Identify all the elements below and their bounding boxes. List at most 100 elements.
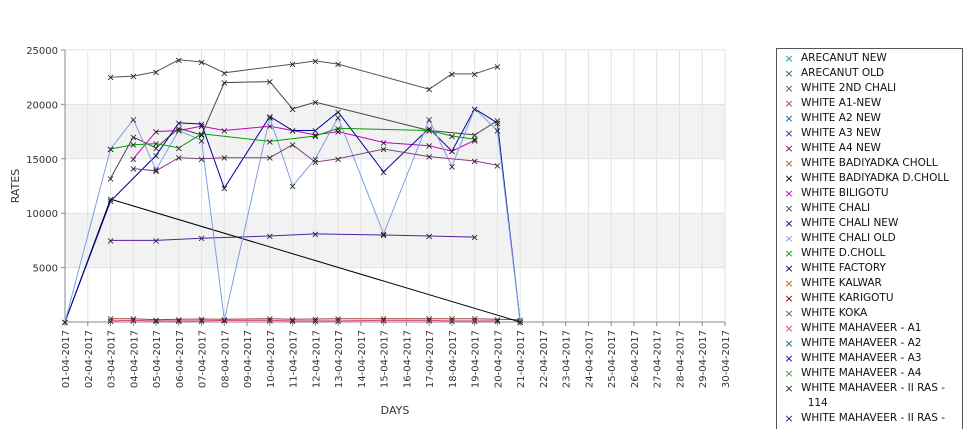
legend-item: × ARECANUT OLD bbox=[777, 66, 962, 81]
data-point-marker: × bbox=[288, 126, 296, 137]
data-point-marker: × bbox=[106, 236, 114, 247]
data-point-marker: × bbox=[379, 230, 387, 241]
x-tick-label: 19-04-2017 bbox=[471, 330, 482, 388]
data-point-marker: × bbox=[493, 316, 501, 327]
data-point-marker: × bbox=[220, 153, 228, 164]
data-point-marker: × bbox=[288, 60, 296, 71]
series-line bbox=[133, 144, 498, 172]
legend-marker-icon: × bbox=[784, 97, 794, 110]
data-point-marker: × bbox=[175, 153, 183, 164]
data-point-marker: × bbox=[334, 154, 342, 165]
data-point-marker: × bbox=[175, 126, 183, 137]
data-point-marker: × bbox=[152, 143, 160, 154]
x-tick-label: 01-04-2017 bbox=[61, 330, 72, 388]
x-axis-title: DAYS bbox=[381, 404, 410, 417]
data-point-marker: × bbox=[197, 119, 205, 130]
data-point-marker: × bbox=[334, 108, 342, 119]
data-point-marker: × bbox=[448, 314, 456, 325]
legend-label: WHITE MAHAVEER - A2 bbox=[801, 337, 922, 349]
data-point-marker: × bbox=[129, 154, 137, 165]
data-point-marker: × bbox=[493, 116, 501, 127]
legend-label: WHITE BADIYADKA D.CHOLL bbox=[801, 172, 950, 184]
legend-label: WHITE 2ND CHALI bbox=[801, 82, 897, 94]
data-point-marker: × bbox=[425, 115, 433, 126]
data-point-marker: × bbox=[334, 124, 342, 135]
data-point-marker: × bbox=[197, 122, 205, 133]
data-point-marker: × bbox=[266, 77, 274, 88]
legend-marker-icon: × bbox=[784, 382, 794, 395]
legend-label: WHITE KOKA bbox=[801, 307, 868, 319]
data-point-marker: × bbox=[197, 234, 205, 245]
legend-marker-icon: × bbox=[784, 202, 794, 215]
data-point-marker: × bbox=[288, 316, 296, 327]
legend-label: WHITE MAHAVEER - A4 bbox=[801, 367, 922, 379]
data-point-marker: × bbox=[470, 233, 478, 244]
legend-label: WHITE KALWAR bbox=[801, 277, 882, 289]
legend-item: × WHITE CHALI bbox=[777, 201, 962, 216]
data-point-marker: × bbox=[197, 316, 205, 327]
x-tick-label: 14-04-2017 bbox=[357, 330, 368, 388]
series-line bbox=[110, 318, 521, 321]
data-point-marker: × bbox=[175, 118, 183, 129]
y-tick-label: 5000 bbox=[33, 264, 58, 275]
x-tick-label: 16-04-2017 bbox=[402, 330, 413, 388]
data-point-marker: × bbox=[448, 162, 456, 173]
data-point-marker: × bbox=[152, 316, 160, 327]
legend-list: × ARECANUT NEW × ARECANUT OLD × WHITE 2ND CHA… bbox=[777, 49, 962, 426]
x-tick-label: 30-04-2017 bbox=[721, 330, 732, 388]
x-tick-label: 25-04-2017 bbox=[607, 330, 618, 388]
data-point-marker: × bbox=[106, 145, 114, 156]
x-tick-label: 11-04-2017 bbox=[289, 330, 300, 388]
legend-label: WHITE D.CHOLL bbox=[801, 247, 886, 259]
data-point-marker: × bbox=[61, 318, 69, 329]
data-point-marker: × bbox=[197, 130, 205, 141]
legend-marker-icon: × bbox=[784, 187, 794, 200]
legend-label: WHITE CHALI OLD bbox=[801, 232, 896, 244]
plot-band bbox=[65, 50, 725, 105]
data-point-marker: × bbox=[334, 316, 342, 327]
data-point-marker: × bbox=[129, 164, 137, 175]
series-18: × × × × × × × × × × × × × × × bbox=[106, 316, 501, 328]
data-point-marker: × bbox=[311, 56, 319, 67]
series-line bbox=[110, 233, 475, 241]
legend-marker-icon: × bbox=[784, 307, 794, 320]
y-tick-label: 25000 bbox=[26, 46, 58, 57]
data-point-marker: × bbox=[470, 316, 478, 327]
legend-item: × WHITE MAHAVEER - II RAS - bbox=[777, 411, 962, 426]
legend-marker-icon: × bbox=[784, 82, 794, 95]
data-point-marker: × bbox=[61, 318, 69, 329]
data-point-marker: × bbox=[379, 138, 387, 149]
data-point-marker: × bbox=[129, 133, 137, 144]
data-point-marker: × bbox=[379, 167, 387, 178]
legend-item: × WHITE BILIGOTU bbox=[777, 186, 962, 201]
x-tick-label: 07-04-2017 bbox=[198, 330, 209, 388]
legend-label: WHITE MAHAVEER - A3 bbox=[801, 352, 922, 364]
data-point-marker: × bbox=[470, 314, 478, 325]
legend-label: WHITE KARIGOTU bbox=[801, 292, 894, 304]
data-point-marker: × bbox=[311, 126, 319, 137]
x-tick-label: 18-04-2017 bbox=[448, 330, 459, 388]
data-point-marker: × bbox=[175, 143, 183, 154]
legend-label: WHITE A1-NEW bbox=[801, 97, 882, 109]
x-tick-label: 02-04-2017 bbox=[84, 330, 95, 388]
x-tick-label: 17-04-2017 bbox=[425, 330, 436, 388]
data-point-marker: × bbox=[448, 69, 456, 80]
series-line bbox=[110, 127, 475, 150]
legend-label: WHITE MAHAVEER - A1 bbox=[801, 322, 922, 334]
x-axis-ticks: 01-04-2017 02-04-2017 03-04-2017 04-04-2017… bbox=[61, 322, 732, 388]
legend-label: ARECANUT NEW bbox=[801, 52, 887, 64]
data-point-marker: × bbox=[425, 152, 433, 163]
legend-marker-icon: × bbox=[784, 337, 794, 350]
data-point-marker: × bbox=[311, 131, 319, 142]
data-point-marker: × bbox=[425, 85, 433, 96]
legend-item: × WHITE MAHAVEER - A4 bbox=[777, 366, 962, 381]
x-tick-label: 08-04-2017 bbox=[220, 330, 231, 388]
data-point-marker: × bbox=[129, 140, 137, 151]
data-point-marker: × bbox=[379, 314, 387, 325]
legend-label: WHITE CHALI NEW bbox=[801, 217, 899, 229]
data-point-marker: × bbox=[493, 118, 501, 129]
data-point-marker: × bbox=[311, 229, 319, 240]
data-point-marker: × bbox=[129, 72, 137, 83]
legend-label: WHITE A3 NEW bbox=[801, 127, 881, 139]
data-point-marker: × bbox=[448, 131, 456, 142]
